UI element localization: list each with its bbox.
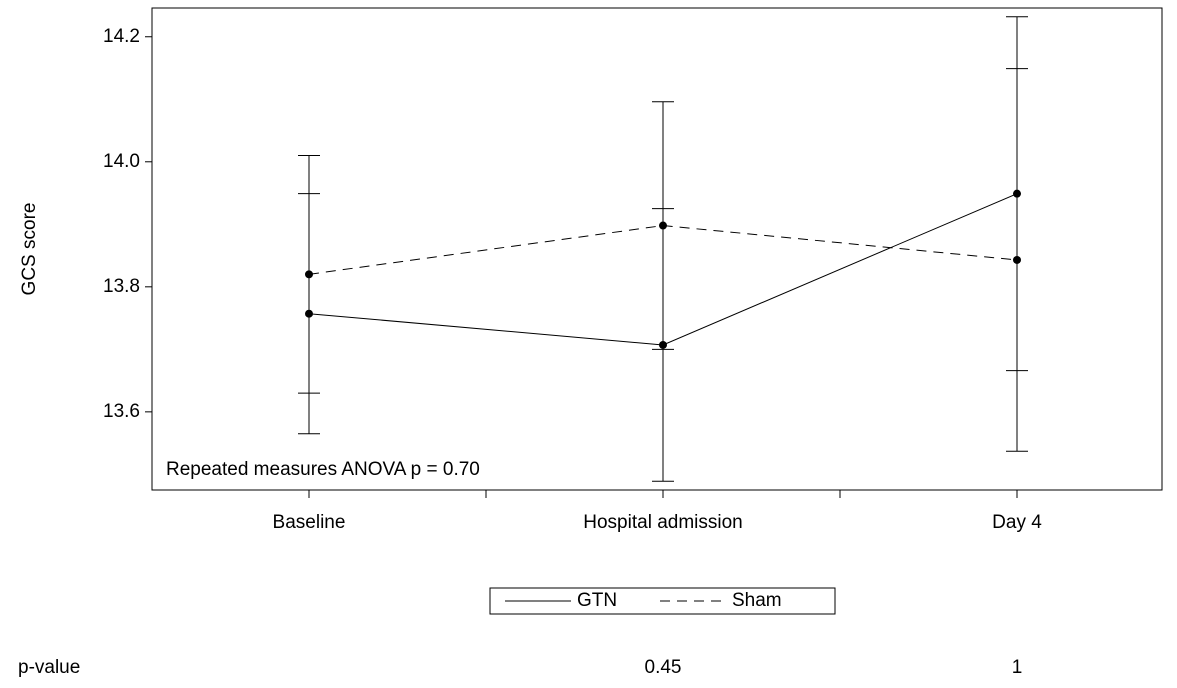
legend-label: GTN: [577, 590, 617, 611]
legend-label: Sham: [732, 590, 782, 611]
x-tick-label: Day 4: [992, 512, 1042, 533]
y-tick-label: 13.6: [103, 401, 140, 422]
y-tick-label: 13.8: [103, 276, 140, 297]
point: [1013, 255, 1021, 264]
p-value-label: p-value: [18, 657, 80, 678]
p-value: 0.45: [645, 657, 682, 678]
point: [659, 221, 667, 230]
x-tick-label: Baseline: [273, 512, 346, 533]
annotation: Repeated measures ANOVA p = 0.70: [166, 459, 480, 480]
x-tick-label: Hospital admission: [583, 512, 742, 533]
y-tick-label: 14.2: [103, 26, 140, 47]
legend-box: [489, 587, 836, 615]
plot-frame: [151, 7, 1163, 491]
y-axis-label: GCS score: [19, 203, 40, 296]
point: [305, 270, 313, 279]
y-tick-label: 14.0: [103, 151, 140, 172]
p-value: 1: [1012, 657, 1023, 678]
